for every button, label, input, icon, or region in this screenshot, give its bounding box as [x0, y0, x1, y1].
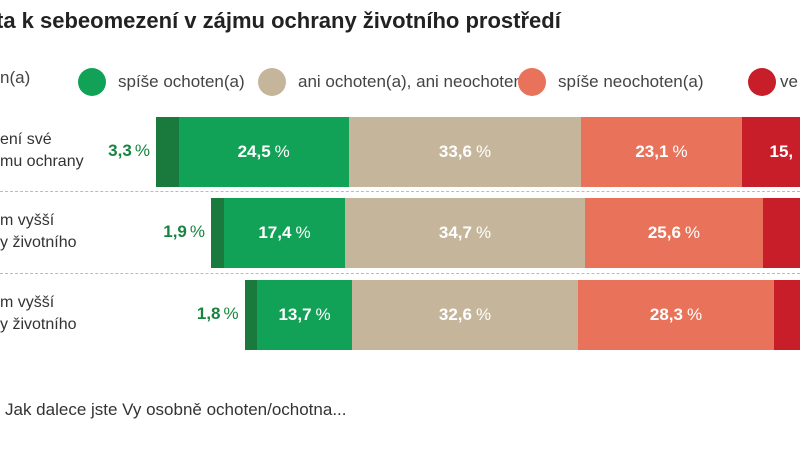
legend-label: spíše ochoten(a)	[118, 72, 245, 91]
data-label-unit: %	[684, 223, 701, 242]
data-label: 17,4	[258, 223, 292, 242]
data-label: 32,6	[438, 305, 472, 324]
bar-segment: 17,4%	[224, 198, 345, 268]
bar-segment: 15,	[741, 117, 800, 187]
data-label-unit: %	[134, 141, 150, 160]
data-label-value: 1,8	[196, 304, 221, 323]
row-label: m vyšší y životního	[0, 210, 76, 254]
bar-segment: 23,1%	[581, 117, 742, 187]
bar-segment	[211, 198, 225, 268]
bar-segment: 28,3%	[577, 280, 775, 350]
data-label-unit: %	[672, 142, 688, 161]
data-label: 13,7	[278, 305, 312, 324]
legend-swatch	[78, 68, 106, 96]
row-label-line: y životního	[0, 234, 77, 251]
legend-item: ani ochoten(a), ani neochoten(a)	[258, 68, 544, 96]
data-label-unit: %	[315, 305, 331, 324]
legend-swatch	[258, 68, 286, 96]
row-label-line: m vyšší	[0, 212, 55, 229]
row-separator	[0, 273, 800, 274]
legend-item: ve	[748, 68, 798, 96]
question-footnote: Jak dalece jste Vy osobně ochoten/ochotn…	[5, 400, 347, 419]
bar-segment: 25,6%	[585, 198, 763, 268]
data-label: 24,5	[237, 142, 271, 161]
row-label-line: m vyšší	[0, 294, 55, 311]
data-label-unit: %	[475, 142, 492, 161]
data-label-value: 1,9	[163, 222, 187, 241]
bar-segment: 34,7%	[344, 198, 586, 268]
row-label-line: mu ochrany	[0, 153, 84, 170]
data-label-unit: %	[295, 223, 311, 242]
data-label: 28,3	[649, 305, 683, 324]
data-label: 33,6	[438, 142, 472, 161]
bar-segment: 32,6%	[352, 280, 578, 350]
row-label: m vyšší y životního	[0, 292, 76, 336]
data-label: 25,6	[647, 223, 681, 242]
bar-segment: 33,6%	[348, 117, 582, 187]
data-label-unit: %	[686, 305, 703, 324]
bar-segment: 24,5%	[178, 117, 349, 187]
row-label-line: ení své	[0, 131, 52, 148]
data-label: 1,9%	[163, 222, 205, 242]
legend-swatch	[518, 68, 546, 96]
legend-label: ani ochoten(a), ani neochoten(a)	[298, 72, 544, 91]
bar-segment	[762, 198, 800, 268]
data-label-unit: %	[189, 222, 206, 241]
data-label-unit: %	[475, 223, 492, 242]
bar-segment	[244, 280, 258, 350]
legend-item: spíše neochoten(a)	[518, 68, 704, 96]
bar-segment	[155, 117, 179, 187]
data-label: 1,8%	[197, 304, 239, 324]
legend-swatch	[748, 68, 776, 96]
row-label-line: y životního	[0, 316, 77, 333]
data-label: 15,	[769, 142, 794, 161]
legend-label: n(a)	[0, 68, 31, 87]
data-label: 23,1	[635, 142, 669, 161]
bar-segment: 13,7%	[257, 280, 353, 350]
legend-label: ve	[780, 72, 798, 91]
data-label-unit: %	[223, 304, 239, 323]
data-label: 34,7	[438, 223, 472, 242]
data-label-unit: %	[475, 305, 492, 324]
row-separator	[0, 191, 800, 192]
row-label: ení své mu ochrany	[0, 129, 84, 173]
bar-segment	[774, 280, 800, 350]
chart-title: ta k sebeomezení v zájmu ochrany životní…	[0, 8, 561, 33]
data-label-value: 3,3	[108, 141, 132, 160]
legend-label: spíše neochoten(a)	[558, 72, 704, 91]
data-label: 3,3%	[108, 141, 150, 161]
legend-item: spíše ochoten(a)	[78, 68, 245, 96]
data-label-unit: %	[274, 142, 290, 161]
legend-item: n(a)	[0, 68, 30, 88]
